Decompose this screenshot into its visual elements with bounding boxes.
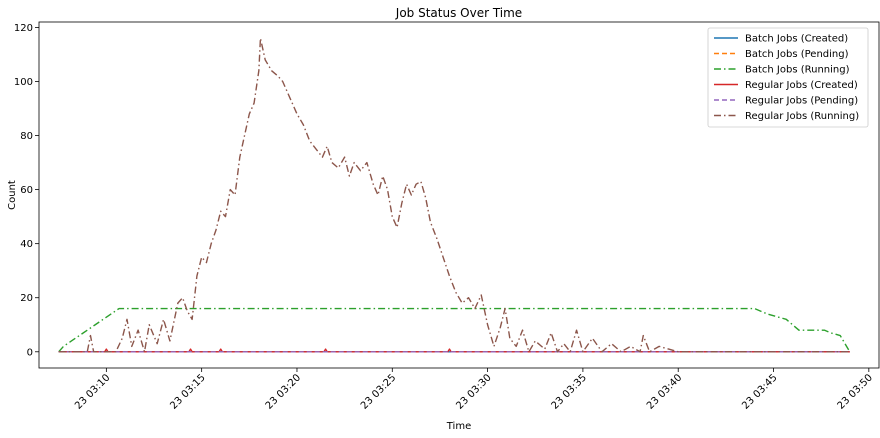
y-tick-label: 100	[14, 77, 33, 88]
y-tick-label: 120	[14, 23, 33, 34]
legend-box	[707, 27, 869, 128]
series-line-2	[58, 307, 851, 353]
legend: Batch Jobs (Created) Batch Jobs (Pending)…	[707, 27, 869, 128]
x-tick-label: 23 03:30	[454, 372, 493, 411]
x-tick-label: 23 03:25	[359, 372, 398, 411]
y-tick-label: 40	[20, 239, 33, 250]
plot-frame	[38, 21, 880, 369]
series-line-3	[58, 348, 850, 353]
x-axis-label: Time	[446, 421, 471, 432]
x-tick-label: 23 03:40	[645, 372, 684, 411]
legend-label: Regular Jobs (Pending)	[745, 96, 858, 107]
legend-label: Regular Jobs (Created)	[745, 80, 858, 91]
x-tick-label: 23 03:10	[73, 372, 112, 411]
legend-label: Regular Jobs (Running)	[745, 111, 859, 122]
y-tick-label: 60	[20, 185, 33, 196]
series-line-5	[58, 37, 850, 353]
legend-label: Batch Jobs (Running)	[745, 65, 850, 76]
legend-label: Batch Jobs (Pending)	[745, 49, 849, 60]
legend-label: Batch Jobs (Created)	[745, 34, 848, 45]
x-tick-label: 23 03:20	[264, 372, 303, 411]
x-tick-label: 23 03:45	[740, 372, 779, 411]
x-tick-label: 23 03:35	[550, 372, 589, 411]
y-axis-label: Count	[7, 180, 18, 210]
x-tick-label: 23 03:15	[168, 372, 207, 411]
y-tick-label: 80	[20, 131, 33, 142]
x-tick-label: 23 03:50	[836, 372, 875, 411]
y-tick-label: 0	[27, 347, 33, 358]
y-tick-label: 20	[20, 293, 33, 304]
chart-title: Job Status Over Time	[395, 6, 522, 20]
series-lines	[58, 37, 851, 353]
